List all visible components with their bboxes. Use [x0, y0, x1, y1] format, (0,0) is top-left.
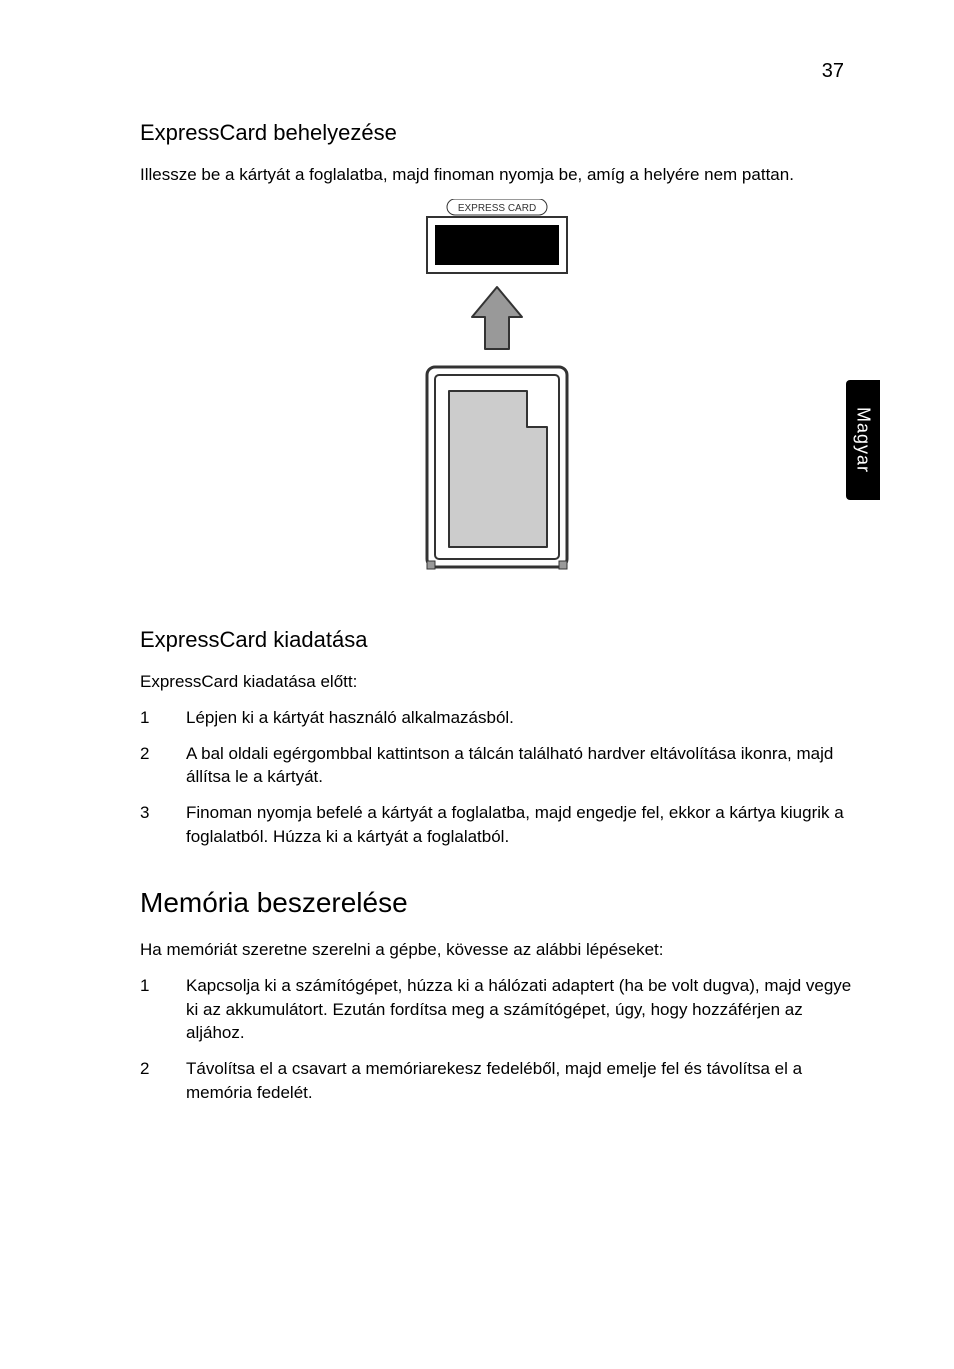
heading-expresscard-eject: ExpressCard kiadatása — [140, 627, 854, 653]
list-item: 3Finoman nyomja befelé a kártyát a fogla… — [140, 801, 854, 849]
heading-expresscard-insert: ExpressCard behelyezése — [140, 120, 854, 146]
page-container: 37 Magyar ExpressCard behelyezése Illess… — [0, 0, 954, 1369]
list-item-number: 1 — [140, 706, 186, 730]
list-item: 2Távolítsa el a csavart a memóriarekesz … — [140, 1057, 854, 1105]
heading-memory-install: Memória beszerelése — [140, 887, 854, 919]
page-number: 37 — [822, 60, 844, 83]
language-tab: Magyar — [846, 380, 880, 500]
list-item-number: 3 — [140, 801, 186, 849]
list-item-number: 2 — [140, 1057, 186, 1105]
expresscard-svg: EXPRESS CARD — [387, 199, 607, 579]
list-item-text: Lépjen ki a kártyát használó alkalmazásb… — [186, 706, 854, 730]
list-item-text: Távolítsa el a csavart a memóriarekesz f… — [186, 1057, 854, 1105]
list-memory-install: 1Kapcsolja ki a számítógépet, húzza ki a… — [140, 974, 854, 1105]
list-item: 2A bal oldali egérgombbal kattintson a t… — [140, 742, 854, 790]
expresscard-diagram: EXPRESS CARD — [140, 199, 854, 579]
paragraph-expresscard-eject-intro: ExpressCard kiadatása előtt: — [140, 671, 854, 694]
list-item-text: Kapcsolja ki a számítógépet, húzza ki a … — [186, 974, 854, 1045]
svg-text:EXPRESS CARD: EXPRESS CARD — [458, 203, 536, 214]
list-item-number: 1 — [140, 974, 186, 1045]
list-item-text: Finoman nyomja befelé a kártyát a foglal… — [186, 801, 854, 849]
paragraph-expresscard-insert: Illessze be a kártyát a foglalatba, majd… — [140, 164, 854, 187]
list-expresscard-eject: 1Lépjen ki a kártyát használó alkalmazás… — [140, 706, 854, 849]
list-item: 1Lépjen ki a kártyát használó alkalmazás… — [140, 706, 854, 730]
list-item: 1Kapcsolja ki a számítógépet, húzza ki a… — [140, 974, 854, 1045]
list-item-number: 2 — [140, 742, 186, 790]
list-item-text: A bal oldali egérgombbal kattintson a tá… — [186, 742, 854, 790]
language-tab-label: Magyar — [853, 407, 874, 473]
paragraph-memory-install-intro: Ha memóriát szeretne szerelni a gépbe, k… — [140, 939, 854, 962]
